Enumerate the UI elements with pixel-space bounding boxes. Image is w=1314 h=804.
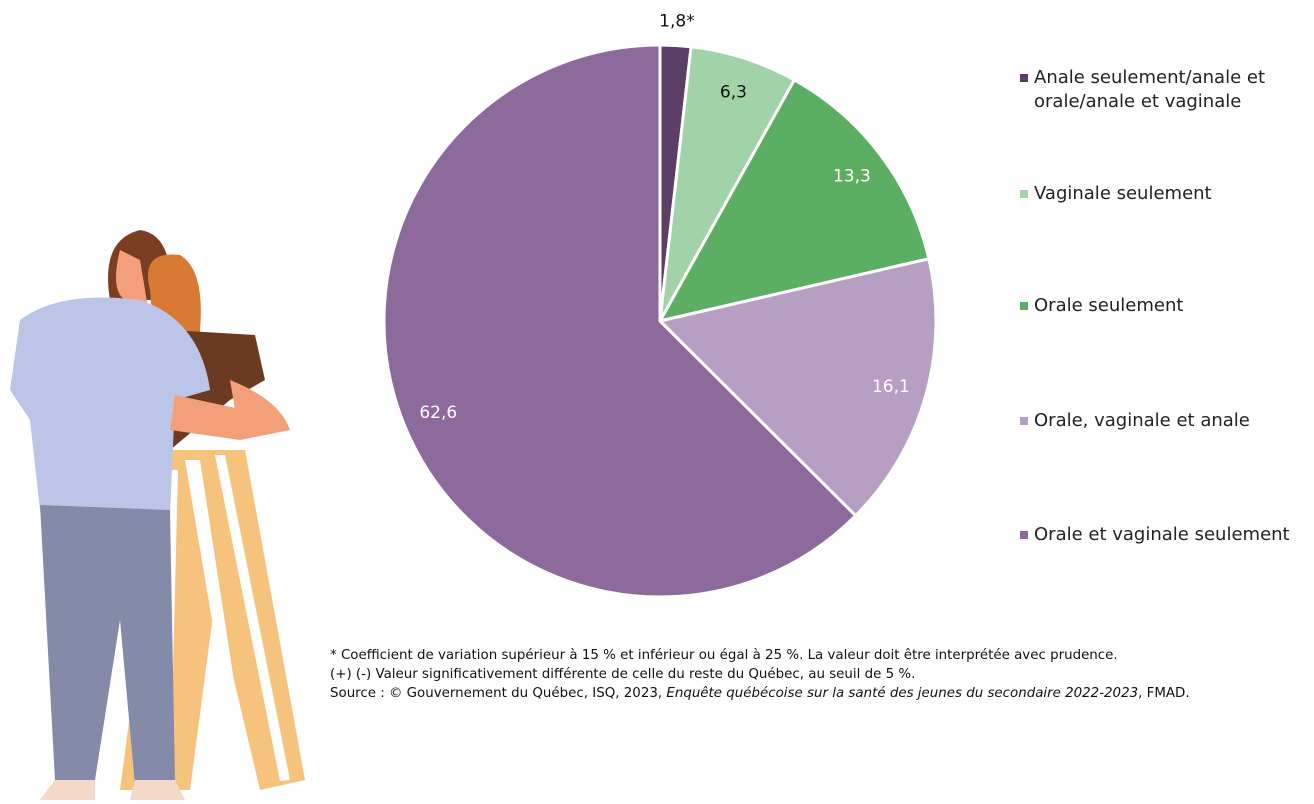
legend-label: Orale seulement	[1034, 294, 1183, 318]
legend-label: Orale et vaginale seulement	[1034, 523, 1290, 547]
source-text: , FMAD.	[1138, 686, 1190, 701]
legend-swatch	[1020, 417, 1028, 425]
source: Source : © Gouvernement du Québec, ISQ, …	[330, 684, 1190, 703]
data-label: 6,3	[720, 82, 747, 102]
legend-item: Vaginale seulement	[1020, 182, 1212, 206]
footnote: * Coefficient de variation supérieur à 1…	[330, 646, 1190, 665]
data-label: 1,8*	[659, 11, 695, 31]
legend-swatch	[1020, 302, 1028, 310]
footnotes: * Coefficient de variation supérieur à 1…	[330, 646, 1190, 703]
legend-label: Vaginale seulement	[1034, 182, 1212, 206]
legend-swatch	[1020, 190, 1028, 198]
legend-item: Orale seulement	[1020, 294, 1183, 318]
data-label: 62,6	[419, 403, 457, 423]
legend-swatch	[1020, 531, 1028, 539]
source-title: Enquête québécoise sur la santé des jeun…	[666, 686, 1138, 701]
legend-item: Orale et vaginale seulement	[1020, 523, 1290, 547]
source-text: Source : © Gouvernement du Québec, ISQ, …	[330, 686, 666, 701]
data-label: 13,3	[833, 167, 871, 187]
footnote: (+) (-) Valeur significativement différe…	[330, 665, 1190, 684]
legend-label: Anale seulement/anale et orale/anale et …	[1034, 66, 1310, 114]
legend-item: Anale seulement/anale et orale/anale et …	[1020, 66, 1310, 114]
data-label: 16,1	[872, 377, 910, 397]
page: 1,8* 6,3 13,3 16,1 62,6 Anale seulement/anal…	[0, 0, 1314, 804]
legend-label: Orale, vaginale et anale	[1034, 409, 1250, 433]
legend-item: Orale, vaginale et anale	[1020, 409, 1250, 433]
legend-swatch	[1020, 74, 1028, 82]
